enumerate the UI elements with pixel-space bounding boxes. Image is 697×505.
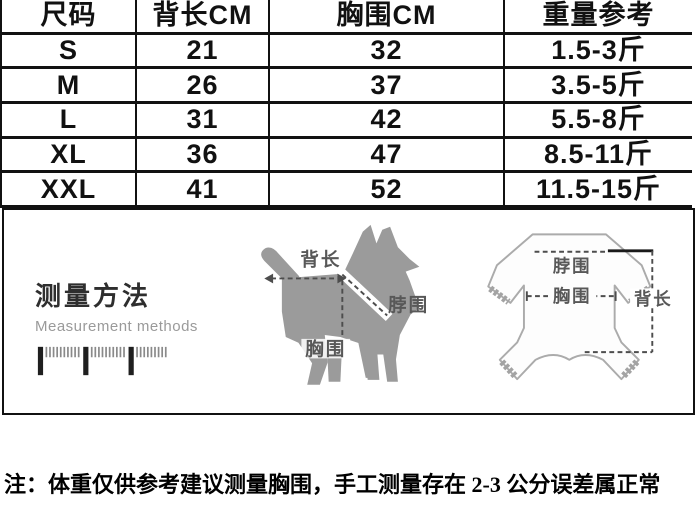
dog-neck-measure-line: [341, 273, 388, 317]
cell-chest: 52: [270, 173, 505, 208]
cell-weight: 1.5-3斤: [505, 35, 692, 70]
cell-weight: 8.5-11斤: [505, 139, 692, 174]
method-heading-block: 测量方法 Measurement methods: [35, 276, 198, 378]
cell-chest: 47: [270, 138, 505, 174]
cell-weight: 3.5-5斤: [505, 69, 692, 104]
garment-measurement-diagram: 脖围 胸围 背长: [487, 233, 677, 381]
dog-neck-label: 脖围: [388, 295, 429, 316]
garment-neck-label: 脖围: [553, 256, 592, 276]
cell-chest: 42: [270, 103, 505, 139]
cell-chest: 37: [270, 69, 505, 104]
header-weight: 重量参考: [505, 0, 692, 35]
cell-weight: 11.5-15斤: [505, 173, 692, 208]
cell-back: 26: [137, 69, 270, 104]
dog-measurement-diagram: 背长 脖围 胸围: [261, 224, 429, 385]
leg-cuff-hatch: [619, 359, 640, 380]
cell-back: 31: [137, 103, 270, 139]
cell-size: L: [0, 103, 137, 139]
method-subtitle: Measurement methods: [35, 318, 198, 335]
header-size: 尺码: [0, 0, 137, 35]
cell-size: XL: [0, 138, 137, 174]
ruler-icon: [37, 346, 167, 376]
measurement-methods-panel: 测量方法 Measurement methods: [2, 208, 695, 415]
garment-back-label: 背长: [634, 289, 673, 309]
header-chest: 胸围CM: [270, 0, 505, 35]
leg-cuff-hatch: [499, 359, 519, 380]
sleeve-cuff-hatch: [488, 285, 511, 305]
header-back: 背长CM: [137, 0, 270, 35]
cell-chest: 32: [270, 34, 505, 70]
arrow-right-icon: [337, 273, 347, 284]
method-title: 测量方法: [35, 281, 152, 311]
cell-size: S: [0, 34, 137, 70]
cell-back: 36: [137, 138, 270, 174]
dog-back-label: 背长: [300, 249, 341, 270]
arrow-left-icon: [264, 273, 274, 284]
weight-reference-note: 注：体重仅供参考建议测量胸围，手工测量存在 2-3 公分误差属正常: [4, 472, 661, 497]
cell-weight: 5.5-8斤: [505, 104, 692, 139]
garment-outline: [487, 233, 652, 381]
size-table: 尺码 背长CM 胸围CM 重量参考 S 21 32 1.5-3斤 M 26 37…: [0, 0, 692, 208]
dog-tail: [261, 247, 300, 287]
cell-size: XXL: [0, 173, 137, 208]
cell-back: 41: [137, 173, 270, 208]
dog-chest-label: 胸围: [305, 338, 346, 359]
cell-back: 21: [137, 34, 270, 70]
cell-size: M: [0, 69, 137, 104]
garment-chest-label: 胸围: [553, 286, 592, 306]
